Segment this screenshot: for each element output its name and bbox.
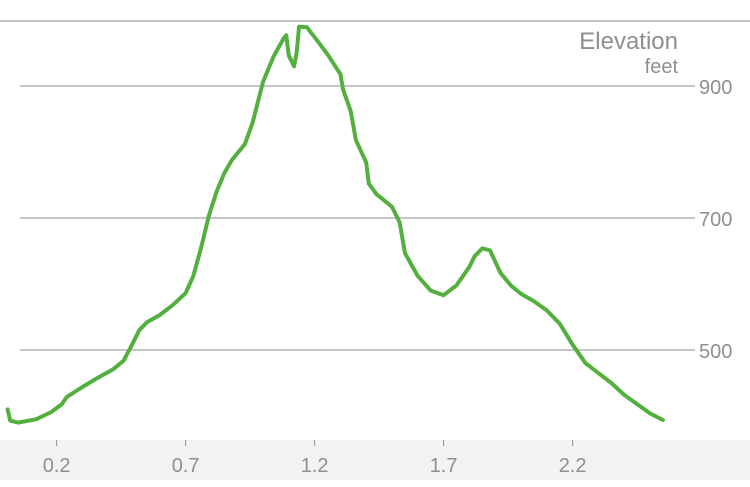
x-tick-label-2.2: 2.2 bbox=[559, 455, 587, 477]
label-layer: Elevation feet 500 700 900 0.2 0.7 1.2 1.7 2.2 bbox=[43, 28, 733, 477]
chart-title: Elevation bbox=[579, 28, 678, 55]
x-tick-label-1.7: 1.7 bbox=[430, 455, 458, 477]
y-tick-label-900: 900 bbox=[699, 77, 732, 99]
y-axis-unit-label: feet bbox=[645, 56, 679, 78]
x-tick-label-1.2: 1.2 bbox=[301, 455, 329, 477]
x-tick-label-0.2: 0.2 bbox=[43, 455, 71, 477]
grid-layer bbox=[0, 20, 750, 446]
x-axis-band bbox=[0, 440, 750, 480]
y-tick-label-500: 500 bbox=[699, 341, 732, 363]
x-tick-label-0.7: 0.7 bbox=[172, 455, 200, 477]
line-layer bbox=[5, 24, 665, 425]
elevation-series-line bbox=[5, 24, 665, 425]
y-tick-label-700: 700 bbox=[699, 209, 732, 231]
